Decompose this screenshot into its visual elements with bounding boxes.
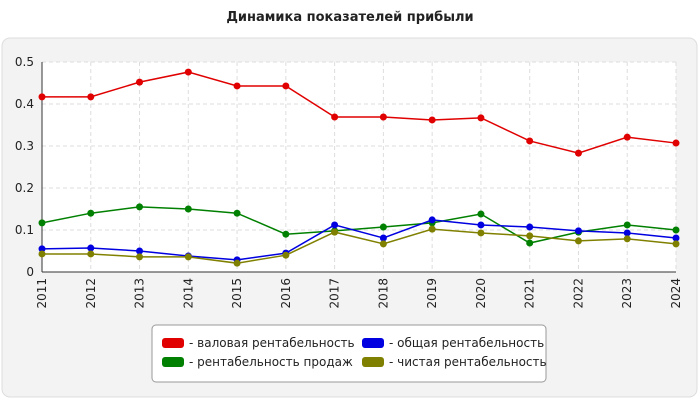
point (282, 82, 290, 90)
point (477, 221, 485, 229)
point (184, 205, 192, 213)
legend-swatch (162, 357, 184, 367)
point (38, 93, 46, 101)
x-tick-label: 2021 (523, 278, 537, 309)
point (87, 209, 95, 217)
point (38, 245, 46, 253)
point (526, 223, 534, 231)
point (526, 239, 534, 247)
point (87, 93, 95, 101)
point (428, 116, 436, 124)
y-tick-label: 0 (26, 265, 34, 279)
point (184, 253, 192, 261)
x-tick-label: 2012 (84, 278, 98, 309)
point (428, 225, 436, 233)
point (331, 221, 339, 229)
point (136, 203, 144, 211)
point (136, 253, 144, 261)
point (184, 68, 192, 76)
point (623, 133, 631, 141)
point (672, 234, 680, 242)
x-tick-label: 2022 (571, 278, 585, 309)
point (136, 247, 144, 255)
point (282, 251, 290, 259)
x-tick-label: 2014 (181, 278, 195, 309)
y-tick-label: 0.4 (15, 97, 34, 111)
legend-label: - чистая рентабельность (389, 355, 547, 369)
legend-label: - валовая рентабельность (189, 336, 355, 350)
series-line (42, 228, 677, 264)
point (672, 139, 680, 147)
point (38, 250, 46, 258)
chart-title: Динамика показателей прибыли (226, 10, 473, 25)
point (379, 240, 387, 248)
point (379, 223, 387, 231)
x-tick-label: 2023 (620, 278, 634, 309)
plot-area (42, 62, 676, 272)
legend-swatch (162, 338, 184, 348)
point (331, 113, 339, 121)
legend-label: - рентабельность продаж (189, 355, 353, 369)
point (233, 82, 241, 90)
point (574, 237, 582, 245)
series-line (41, 219, 677, 261)
point (87, 250, 95, 258)
point (477, 229, 485, 237)
point (623, 221, 631, 229)
point (87, 244, 95, 252)
point (233, 209, 241, 217)
x-tick-label: 2015 (230, 278, 244, 309)
y-tick-label: 0.3 (15, 139, 34, 153)
point (623, 235, 631, 243)
x-tick-label: 2013 (133, 278, 147, 309)
point (672, 226, 680, 234)
x-tick-label: 2017 (328, 278, 342, 309)
point (623, 229, 631, 237)
y-tick-label: 0.2 (15, 181, 34, 195)
point (379, 113, 387, 121)
y-tick-label: 0.1 (15, 223, 34, 237)
legend-swatch (362, 338, 384, 348)
point (233, 259, 241, 267)
legend (151, 324, 547, 383)
point (526, 137, 534, 145)
point (574, 227, 582, 235)
point (477, 210, 485, 218)
x-tick-label: 2016 (279, 278, 293, 309)
point (379, 234, 387, 242)
point (672, 240, 680, 248)
series-line (42, 71, 677, 154)
point (282, 230, 290, 238)
point (331, 228, 339, 236)
point (477, 114, 485, 122)
x-tick-label: 2024 (669, 278, 683, 309)
x-tick-label: 2019 (425, 278, 439, 309)
point (574, 149, 582, 157)
x-tick-label: 2020 (474, 278, 488, 309)
point (38, 219, 46, 227)
point (526, 232, 534, 240)
legend-swatch (362, 357, 384, 367)
series-line (41, 206, 677, 244)
y-tick-label: 0.5 (15, 55, 34, 69)
legend-label: - общая рентабельность (389, 336, 544, 350)
x-tick-label: 2011 (35, 278, 49, 309)
point (136, 78, 144, 86)
point (428, 216, 436, 224)
x-tick-label: 2018 (376, 278, 390, 309)
